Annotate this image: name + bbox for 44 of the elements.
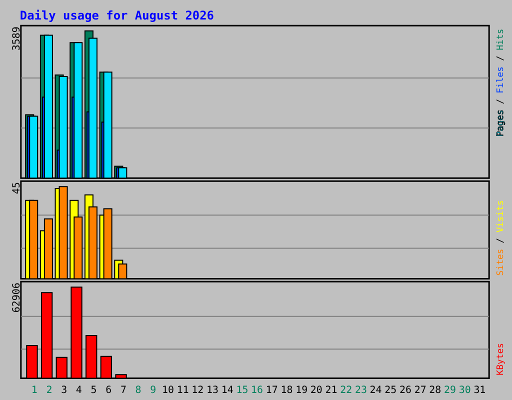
x-tick-label: 22 xyxy=(340,385,352,396)
x-tick-label: 7 xyxy=(120,385,126,396)
text: / xyxy=(496,98,506,104)
x-tick-label: 31 xyxy=(474,385,486,396)
x-tick-label: 17 xyxy=(266,385,278,396)
text: Files xyxy=(496,66,506,94)
chart-title: Daily usage for August 2026 xyxy=(20,8,214,23)
text: / xyxy=(496,56,506,62)
x-tick-label: 1 xyxy=(31,385,38,396)
x-tick-label: 4 xyxy=(76,385,82,396)
x-tick-label: 2 xyxy=(46,385,52,396)
x-tick-label: 29 xyxy=(444,385,456,396)
text: KBytes xyxy=(496,342,506,376)
text: Hits xyxy=(496,28,506,50)
x-tick-label: 27 xyxy=(414,385,426,396)
text: Visits xyxy=(496,200,506,233)
x-tick-label: 12 xyxy=(192,385,204,396)
x-tick-label: 11 xyxy=(176,385,189,396)
x-tick-label: 30 xyxy=(458,385,471,396)
x-tick-label: 26 xyxy=(399,385,412,396)
x-tick-label: 19 xyxy=(296,385,308,396)
x-tick-label: 13 xyxy=(206,385,219,396)
x-tick-label: 5 xyxy=(90,385,97,396)
x-tick-label: 25 xyxy=(384,385,397,396)
x-tick-label: 24 xyxy=(370,385,382,396)
x-tick-label: 3 xyxy=(61,385,68,396)
x-tick-label: 18 xyxy=(280,385,293,396)
annotation: 62906 xyxy=(11,282,22,313)
x-tick-label: 20 xyxy=(310,385,322,396)
x-tick-label: 14 xyxy=(221,385,234,396)
annotation: 3589 xyxy=(11,26,22,51)
x-tick-label: 9 xyxy=(150,385,156,396)
text: / xyxy=(496,238,506,244)
x-tick-label: 6 xyxy=(106,385,112,396)
annotation: 45 xyxy=(11,182,22,194)
text: Pages xyxy=(496,110,506,137)
x-tick-label: 23 xyxy=(354,385,367,396)
x-tick-label: 15 xyxy=(236,385,248,396)
x-tick-label: 21 xyxy=(325,385,338,396)
x-tick-label: 16 xyxy=(251,385,264,396)
x-tick-label: 28 xyxy=(429,385,442,396)
x-tick-label: 8 xyxy=(135,385,142,396)
text: Sites xyxy=(496,248,506,276)
x-tick-label: 10 xyxy=(162,385,174,396)
